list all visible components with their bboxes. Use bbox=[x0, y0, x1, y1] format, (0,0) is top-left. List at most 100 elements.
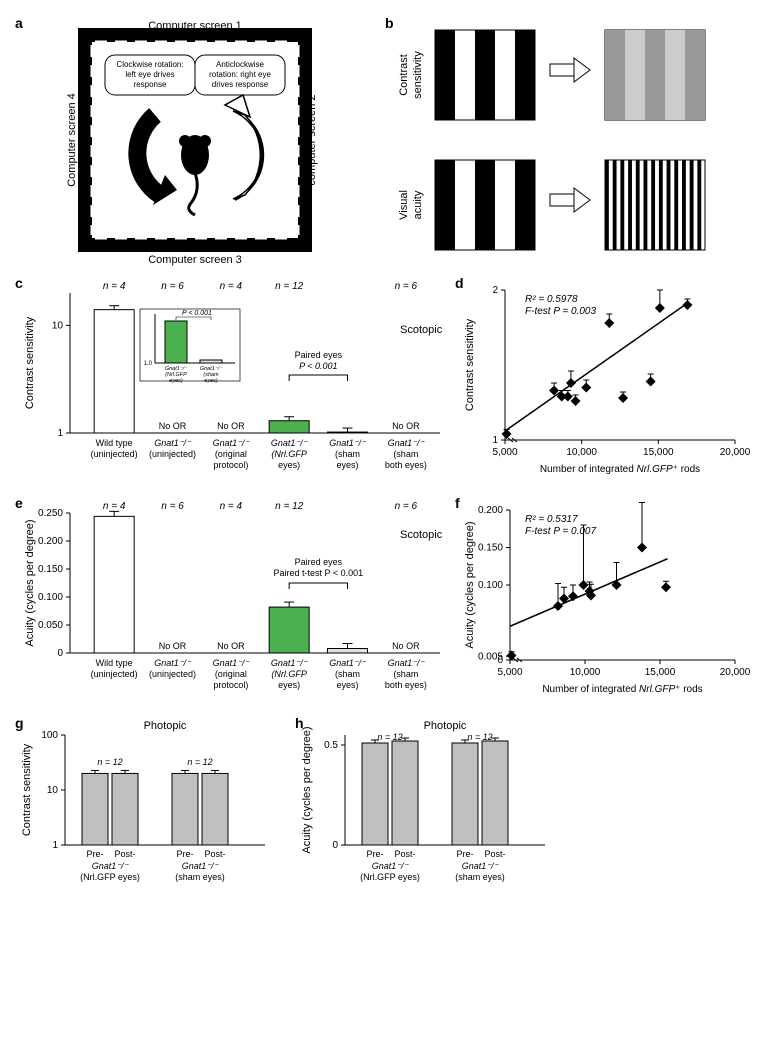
svg-text:10,000: 10,000 bbox=[570, 667, 601, 678]
svg-text:Scotopic: Scotopic bbox=[400, 324, 443, 336]
svg-text:R² = 0.5978: R² = 0.5978 bbox=[525, 294, 578, 305]
svg-text:0.050: 0.050 bbox=[38, 620, 63, 631]
svg-text:(sham: (sham bbox=[335, 669, 360, 679]
svg-text:F-test P = 0.007: F-test P = 0.007 bbox=[525, 526, 596, 537]
svg-text:n = 4: n = 4 bbox=[103, 281, 126, 292]
svg-text:(sham: (sham bbox=[393, 449, 418, 459]
svg-text:(sham: (sham bbox=[393, 669, 418, 679]
svg-text:n = 4: n = 4 bbox=[103, 501, 126, 512]
svg-text:(original: (original bbox=[215, 449, 247, 459]
cw-text3: response bbox=[134, 80, 167, 89]
cw-text2: left eye drives bbox=[125, 70, 174, 79]
svg-text:n = 12: n = 12 bbox=[467, 732, 492, 742]
svg-text:P < 0.001: P < 0.001 bbox=[182, 310, 212, 317]
panel-g: g 110100Contrast sensitivityPhotopicPre-… bbox=[15, 715, 295, 915]
svg-text:Pre-: Pre- bbox=[176, 849, 193, 859]
svg-text:eyes): eyes) bbox=[278, 460, 300, 470]
svg-text:Gnat1⁻/⁻: Gnat1⁻/⁻ bbox=[182, 861, 220, 871]
svg-text:No OR: No OR bbox=[159, 421, 187, 431]
panel-f: f 00.0050.1000.1500.2005,00010,00015,000… bbox=[455, 495, 755, 715]
svg-text:0.005: 0.005 bbox=[478, 651, 503, 662]
svg-text:(Nrl.GFP: (Nrl.GFP bbox=[271, 669, 307, 679]
svg-text:Gnat1⁻/⁻: Gnat1⁻/⁻ bbox=[92, 861, 130, 871]
svg-text:0.150: 0.150 bbox=[478, 543, 503, 554]
svg-text:1.0: 1.0 bbox=[144, 361, 153, 367]
svg-text:(Nrl.GFP eyes): (Nrl.GFP eyes) bbox=[360, 872, 420, 882]
svg-text:Gnat1⁻/⁻: Gnat1⁻/⁻ bbox=[372, 861, 410, 871]
svg-text:n = 6: n = 6 bbox=[161, 281, 184, 292]
panel-d: d 125,00010,00015,00020,000Contrast sens… bbox=[455, 275, 755, 495]
svg-text:Wild type: Wild type bbox=[96, 438, 133, 448]
svg-text:10,000: 10,000 bbox=[566, 447, 597, 458]
svg-text:n = 6: n = 6 bbox=[395, 501, 418, 512]
panel-label-e: e bbox=[15, 495, 23, 511]
svg-text:0.150: 0.150 bbox=[38, 564, 63, 575]
svg-text:(uninjected): (uninjected) bbox=[91, 449, 138, 459]
svg-text:eyes): eyes) bbox=[204, 378, 218, 384]
svg-text:0: 0 bbox=[57, 648, 63, 659]
svg-text:both eyes): both eyes) bbox=[385, 680, 427, 690]
panel-b: b Contrast sensitivity bbox=[385, 15, 755, 275]
svg-text:Paired t-test P < 0.001: Paired t-test P < 0.001 bbox=[274, 568, 364, 578]
screen-right: computer screen 2 bbox=[306, 94, 318, 185]
svg-text:Gnat1⁻/⁻: Gnat1⁻/⁻ bbox=[213, 438, 251, 448]
svg-text:eyes): eyes) bbox=[278, 680, 300, 690]
svg-text:Pre-: Pre- bbox=[456, 849, 473, 859]
svg-text:(sham: (sham bbox=[335, 449, 360, 459]
figure: a Clockwise rotation: left eye drives re… bbox=[15, 15, 755, 915]
svg-text:Pre-: Pre- bbox=[366, 849, 383, 859]
svg-text:Pre-: Pre- bbox=[86, 849, 103, 859]
svg-text:Gnat1⁻/⁻: Gnat1⁻/⁻ bbox=[271, 438, 309, 448]
svg-text:Gnat1⁻/⁻: Gnat1⁻/⁻ bbox=[388, 438, 426, 448]
svg-text:P < 0.001: P < 0.001 bbox=[299, 361, 337, 371]
panel-a: a Clockwise rotation: left eye drives re… bbox=[15, 15, 385, 275]
svg-text:R² = 0.5317: R² = 0.5317 bbox=[525, 514, 578, 525]
svg-text:n = 12: n = 12 bbox=[97, 757, 122, 767]
svg-text:Wild type: Wild type bbox=[96, 658, 133, 668]
svg-text:Photopic: Photopic bbox=[144, 720, 187, 732]
svg-text:n = 12: n = 12 bbox=[275, 281, 304, 292]
svg-text:Gnat1⁻/⁻: Gnat1⁻/⁻ bbox=[154, 658, 192, 668]
panel-label-a: a bbox=[15, 15, 23, 31]
panel-e: e 0 0.050 0.100 0.150 0.200 0.250Acuity (cycl… bbox=[15, 495, 455, 715]
svg-text:Post-: Post- bbox=[114, 849, 135, 859]
svg-text:Acuity (cycles per degree): Acuity (cycles per degree) bbox=[464, 521, 476, 648]
svg-text:Acuity (cycles per degree): Acuity (cycles per degree) bbox=[24, 519, 36, 646]
svg-text:No OR: No OR bbox=[392, 421, 420, 431]
panel-label-c: c bbox=[15, 275, 23, 291]
svg-text:(uninjected): (uninjected) bbox=[149, 669, 196, 679]
svg-text:Gnat1⁻/⁻: Gnat1⁻/⁻ bbox=[462, 861, 500, 871]
svg-text:No OR: No OR bbox=[159, 641, 187, 651]
svg-text:0.5: 0.5 bbox=[324, 740, 338, 751]
panel-h: h 00.5Acuity (cycles per degree)Photopic… bbox=[295, 715, 575, 915]
svg-text:F-test P = 0.003: F-test P = 0.003 bbox=[525, 306, 596, 317]
panel-c: c 110Contrast sensitivityScotopicn = 4Wi… bbox=[15, 275, 455, 495]
cw-text1: Clockwise rotation: bbox=[116, 60, 183, 69]
svg-text:n = 6: n = 6 bbox=[395, 281, 418, 292]
cs-label2: sensitivity bbox=[412, 51, 424, 99]
svg-text:5,000: 5,000 bbox=[497, 667, 522, 678]
svg-text:(Nrl.GFP eyes): (Nrl.GFP eyes) bbox=[80, 872, 140, 882]
panel-label-g: g bbox=[15, 715, 24, 731]
svg-text:Scotopic: Scotopic bbox=[400, 529, 443, 541]
svg-text:both eyes): both eyes) bbox=[385, 460, 427, 470]
va-label1: Visual bbox=[398, 190, 410, 220]
svg-text:(Nrl.GFP: (Nrl.GFP bbox=[271, 449, 307, 459]
svg-text:0.100: 0.100 bbox=[38, 592, 63, 603]
panel-label-b: b bbox=[385, 15, 394, 31]
svg-text:Post-: Post- bbox=[394, 849, 415, 859]
svg-text:n = 4: n = 4 bbox=[220, 501, 243, 512]
acw-text2: rotation: right eye bbox=[209, 70, 271, 79]
svg-text:Gnat1⁻/⁻: Gnat1⁻/⁻ bbox=[271, 658, 309, 668]
svg-text:0.200: 0.200 bbox=[38, 536, 63, 547]
svg-text:1: 1 bbox=[57, 428, 63, 439]
svg-text:0: 0 bbox=[332, 840, 338, 851]
svg-text:eyes): eyes) bbox=[169, 378, 183, 384]
svg-text:Photopic: Photopic bbox=[424, 720, 467, 732]
svg-text:eyes): eyes) bbox=[336, 460, 358, 470]
screen-top: Computer screen 1 bbox=[148, 20, 242, 32]
svg-text:n = 4: n = 4 bbox=[220, 281, 243, 292]
svg-text:15,000: 15,000 bbox=[645, 667, 676, 678]
panel-label-d: d bbox=[455, 275, 464, 291]
svg-text:0.250: 0.250 bbox=[38, 508, 63, 519]
